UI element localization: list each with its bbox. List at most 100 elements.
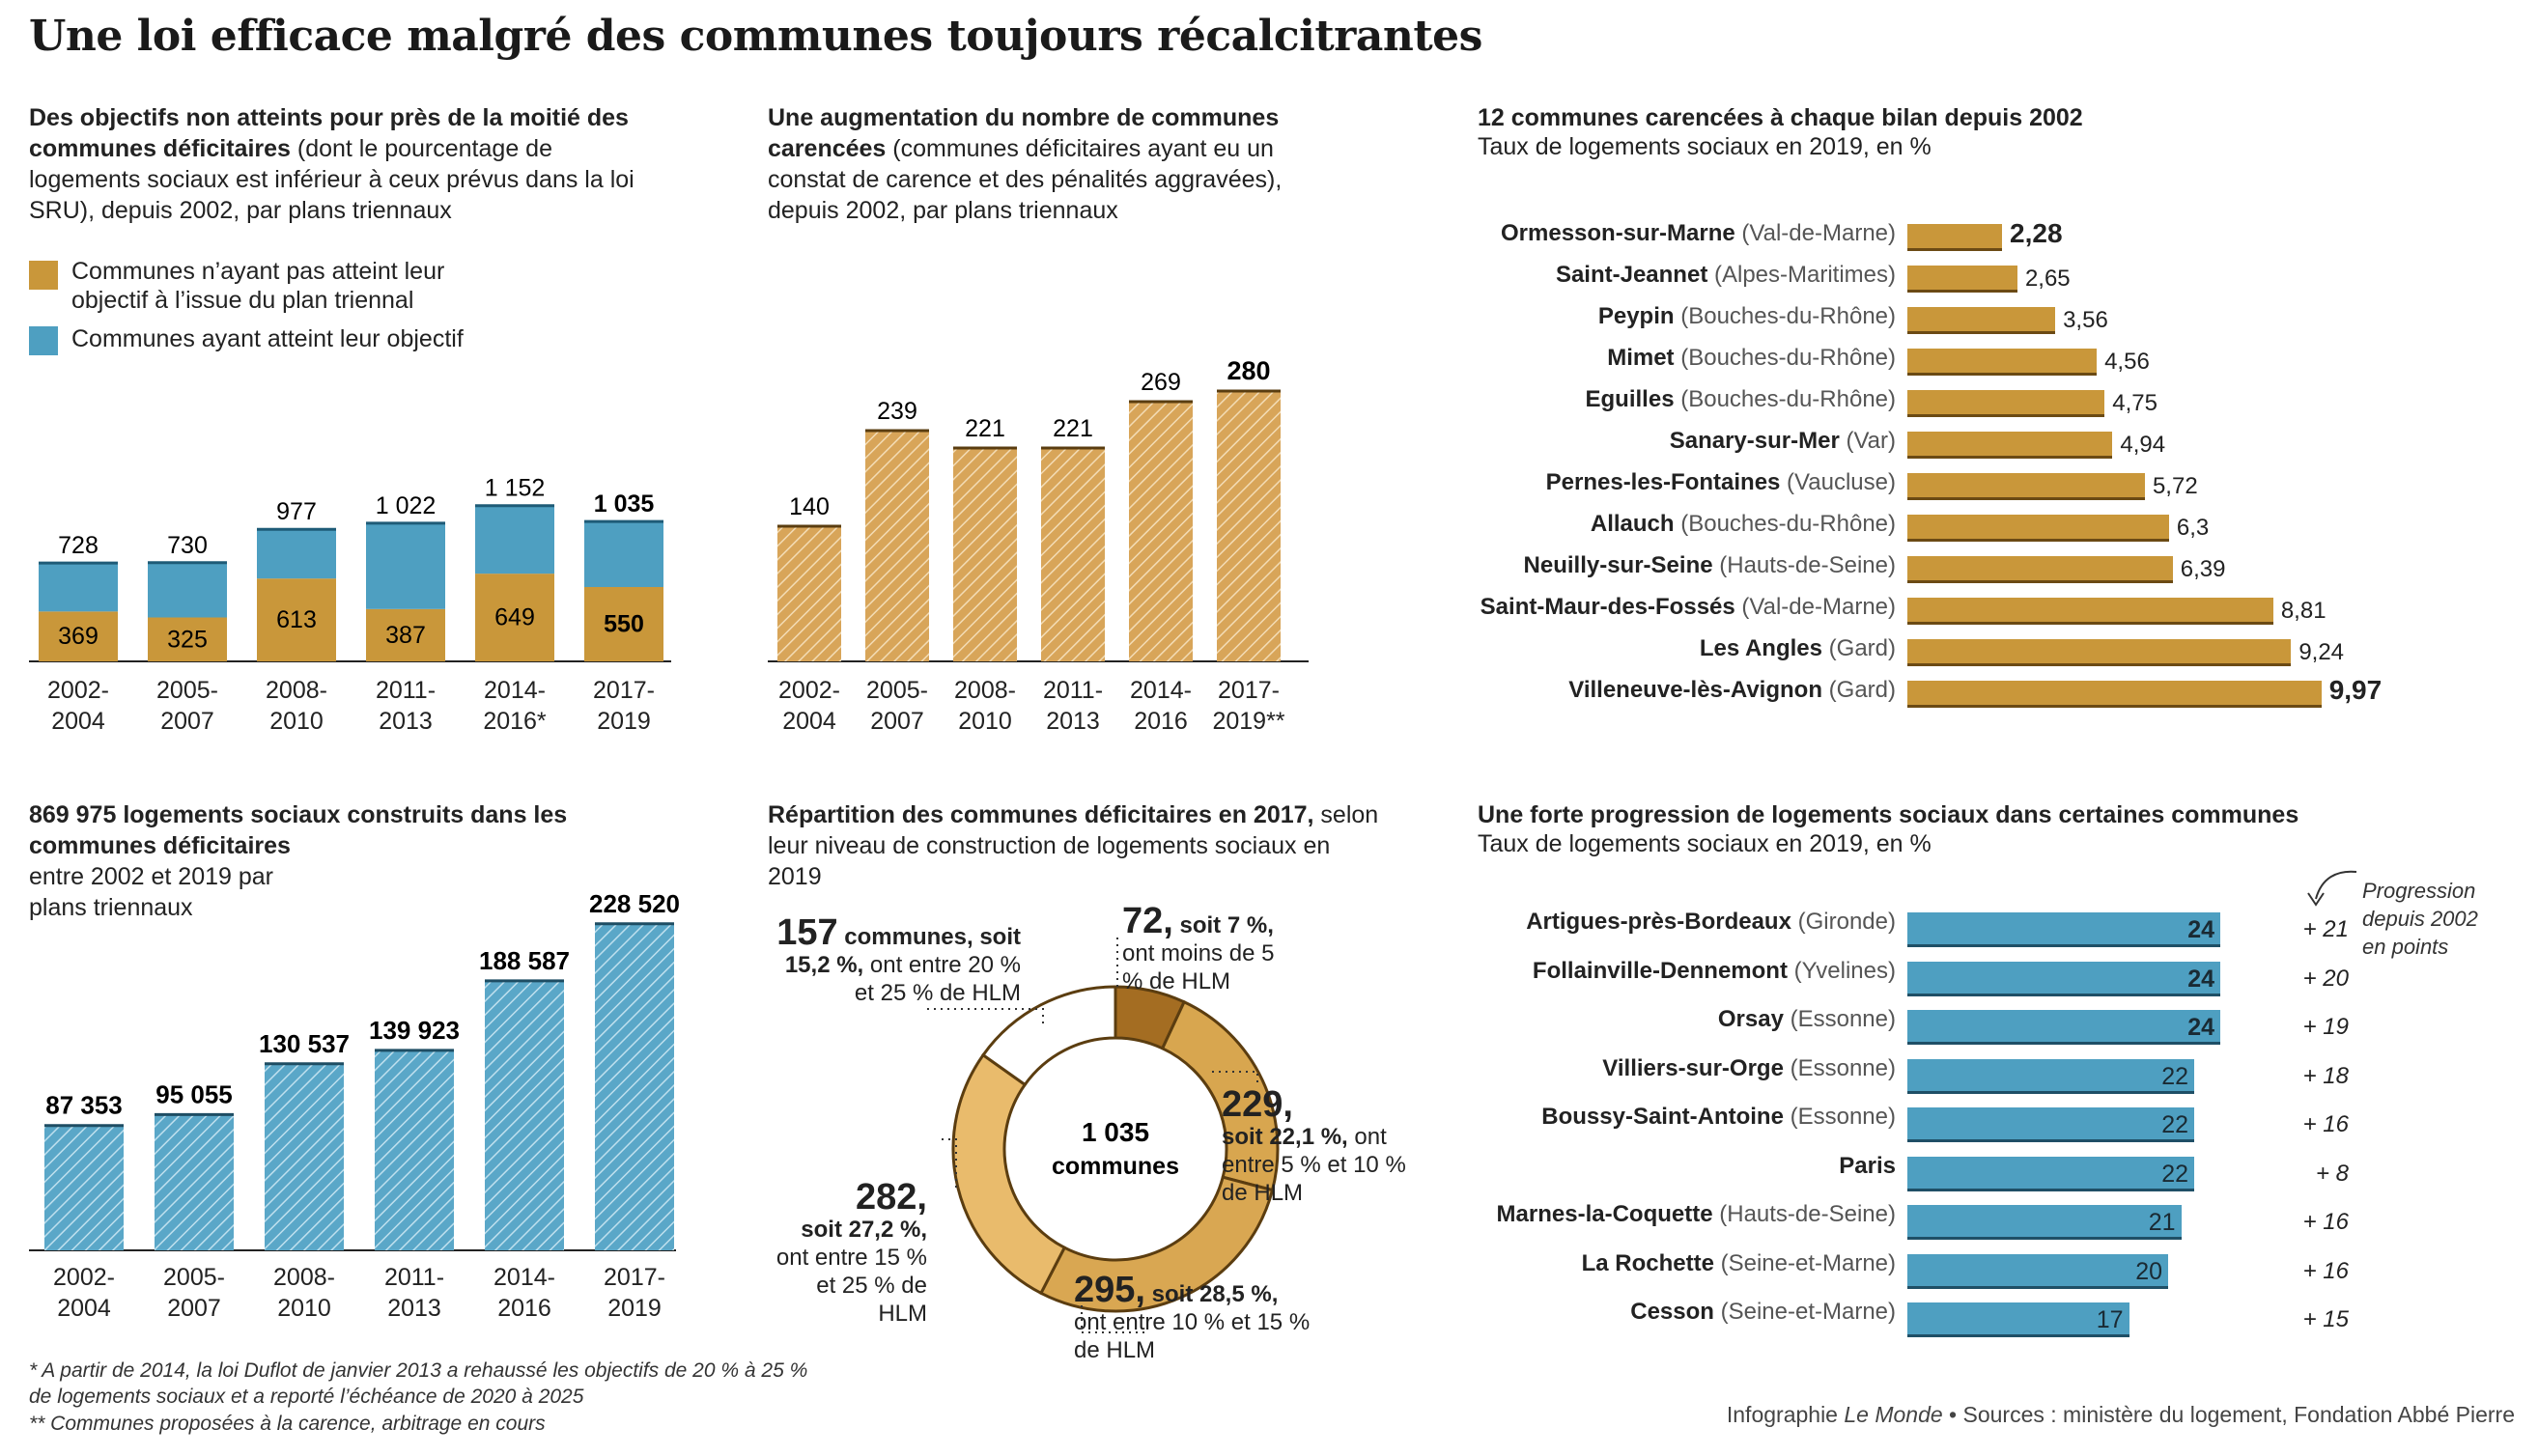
hbar <box>1907 1302 2129 1337</box>
chart-carencees-bars: 140 2002-2004 239 2005-2007 221 2008-2010 221 2… <box>768 356 1309 735</box>
hbar <box>1907 390 2105 417</box>
panel5-title: Répartition des communes déficitaires en… <box>768 799 1386 892</box>
donut-slice <box>980 985 1117 1087</box>
chart-carencees-12-communes: Ormesson-sur-Marne (Val-de-Marne) 2,28 Sai… <box>1449 212 2511 714</box>
bar-category-label: La Rochette (Seine-et-Marne) <box>1581 1249 1896 1276</box>
bar-hatched <box>865 431 929 661</box>
bar-value-label: 24 <box>2187 1014 2214 1041</box>
bar-blue <box>39 563 118 612</box>
bar-blue <box>148 562 227 618</box>
x-tick-label: 2005-2007 <box>866 677 928 735</box>
leader-line <box>927 1008 1044 1023</box>
bar-category-label: Pernes-les-Fontaines (Vaucluse) <box>1545 469 1896 495</box>
progression-label: + 18 <box>2302 1062 2349 1089</box>
bar-value-label: 280 <box>1227 356 1270 385</box>
bar-category-label: Neuilly-sur-Seine (Hauts-de-Seine) <box>1523 552 1896 578</box>
chart-stacked-bars: 728 369 2002-2004 730 325 2005-2007 977 613 2008… <box>29 475 671 735</box>
bar-hatched <box>265 1063 344 1250</box>
bar-gold-label: 550 <box>604 611 644 638</box>
credit-brand: Le Monde <box>1844 1402 1943 1427</box>
progression-label: + 16 <box>2302 1257 2349 1284</box>
bar-gold <box>39 611 118 661</box>
donut-center-number: 1 035 <box>1082 1117 1149 1147</box>
bar-gold-label: 649 <box>494 604 535 631</box>
bar-hatched <box>485 980 564 1250</box>
panel2-title-bold: Une augmentation du nombre de communes c… <box>768 104 1280 162</box>
panel3-title: 12 communes carencées à chaque bilan dep… <box>1478 102 2443 133</box>
bar-value-label: 4,75 <box>2112 390 2157 416</box>
hbar <box>1907 1253 2168 1289</box>
legend-label-gold: Communes n’ayant pas atteint leur object… <box>71 258 445 314</box>
donut-slice <box>951 1052 1067 1296</box>
bar-gold <box>148 617 227 661</box>
x-tick-label: 2002-2004 <box>47 677 109 735</box>
bar-category-label: Peypin (Bouches-du-Rhône) <box>1597 303 1896 329</box>
bar-hatched <box>375 1050 454 1250</box>
bar-hatched <box>777 526 841 661</box>
bar-value-label: 2,65 <box>2024 266 2071 292</box>
bar-value-label: 4,94 <box>2120 432 2166 458</box>
bar-value-label: 22 <box>2161 1111 2188 1138</box>
bar-gold <box>584 587 663 661</box>
footnote-2: ** Communes proposées à la carence, arbi… <box>29 1413 546 1435</box>
x-tick-label: 2008-2010 <box>266 677 327 735</box>
panel6-title: Une forte progression de logements socia… <box>1478 799 2521 830</box>
bar-category-label: Ormesson-sur-Marne (Val-de-Marne) <box>1501 220 1896 246</box>
panel1-title-rest: (dont le pourcentage de logements sociau… <box>29 135 634 224</box>
x-tick-label: 2002-2004 <box>778 677 840 735</box>
panel6-title-bold: Une forte progression de logements socia… <box>1478 801 2299 828</box>
bar-total-label: 730 <box>167 532 208 559</box>
hbar <box>1907 598 2273 625</box>
chart-donut: 1 035 communes <box>927 937 1280 1333</box>
bar-hatched <box>1041 448 1105 661</box>
bar-hatched <box>1129 402 1193 661</box>
hbar <box>1907 515 2169 542</box>
panel2-title-rest: (communes déficitaires ayant eu un const… <box>768 135 1283 224</box>
bar-total-label: 728 <box>58 532 99 559</box>
bar-value-label: 228 520 <box>589 889 680 918</box>
x-tick-label: 2017-2019 <box>604 1264 665 1322</box>
donut-label-72: 72, soit 7 %, ont moins de 5 % de HLM <box>1122 901 1275 994</box>
bar-category-label: Boussy-Saint-Antoine (Essonne) <box>1541 1104 1896 1130</box>
bar-category-label: Saint-Jeannet (Alpes-Maritimes) <box>1555 262 1896 288</box>
leader-line <box>1081 1292 1144 1333</box>
bar-hatched <box>953 448 1017 661</box>
x-tick-label: 2008-2010 <box>954 677 1016 735</box>
x-tick-label: 2005-2007 <box>156 677 218 735</box>
x-tick-label: 2008-2010 <box>273 1264 335 1322</box>
bar-blue <box>257 529 336 579</box>
x-tick-label: 2014-2016 <box>1130 677 1192 735</box>
bar-value-label: 2,28 <box>2010 218 2063 248</box>
x-tick-label: 2011-2013 <box>376 677 436 735</box>
bar-category-label: Mimet (Bouches-du-Rhône) <box>1607 345 1896 371</box>
bar-value-label: 3,56 <box>2063 307 2108 333</box>
bar-category-label: Sanary-sur-Mer (Var) <box>1669 428 1896 454</box>
bar-category-label: Allauch (Bouches-du-Rhône) <box>1590 511 1896 537</box>
legend-swatch-gold <box>29 261 58 290</box>
bar-value-label: 239 <box>877 398 917 425</box>
chart-logements-construits: 87 353 2002-2004 95 055 2005-2007 130 537 200… <box>29 889 680 1322</box>
bar-value-label: 269 <box>1141 369 1181 396</box>
bar-gold-label: 369 <box>58 623 99 650</box>
progression-label: + 21 <box>2302 916 2349 942</box>
progression-label: + 16 <box>2302 1111 2349 1137</box>
x-tick-label: 2017-2019 <box>593 677 655 735</box>
x-tick-label: 2017-2019** <box>1212 677 1284 735</box>
bar-category-label: Artigues-près-Bordeaux (Gironde) <box>1526 909 1896 935</box>
bar-value-label: 20 <box>2135 1257 2162 1285</box>
leader-line <box>939 1138 957 1188</box>
bar-category-label: Saint-Maur-des-Fossés (Val-de-Marne) <box>1480 594 1896 620</box>
bar-value-label: 22 <box>2161 1160 2188 1188</box>
hbar <box>1907 961 2220 996</box>
bar-gold-label: 325 <box>167 626 208 653</box>
bar-category-label: Marnes-la-Coquette (Hauts-de-Seine) <box>1496 1201 1896 1227</box>
bar-gold <box>475 574 554 661</box>
footnote-1: * A partir de 2014, la loi Duflot de jan… <box>29 1359 808 1408</box>
hbar <box>1907 1058 2194 1094</box>
x-tick-label: 2005-2007 <box>163 1264 225 1322</box>
bar-gold-label: 613 <box>276 606 317 633</box>
donut-label-229: 229, soit 22,1 %, ont entre 5 % et 10 % d… <box>1222 1084 1406 1206</box>
hbar <box>1907 681 2322 708</box>
hbar <box>1907 473 2145 500</box>
hbar <box>1907 556 2173 583</box>
